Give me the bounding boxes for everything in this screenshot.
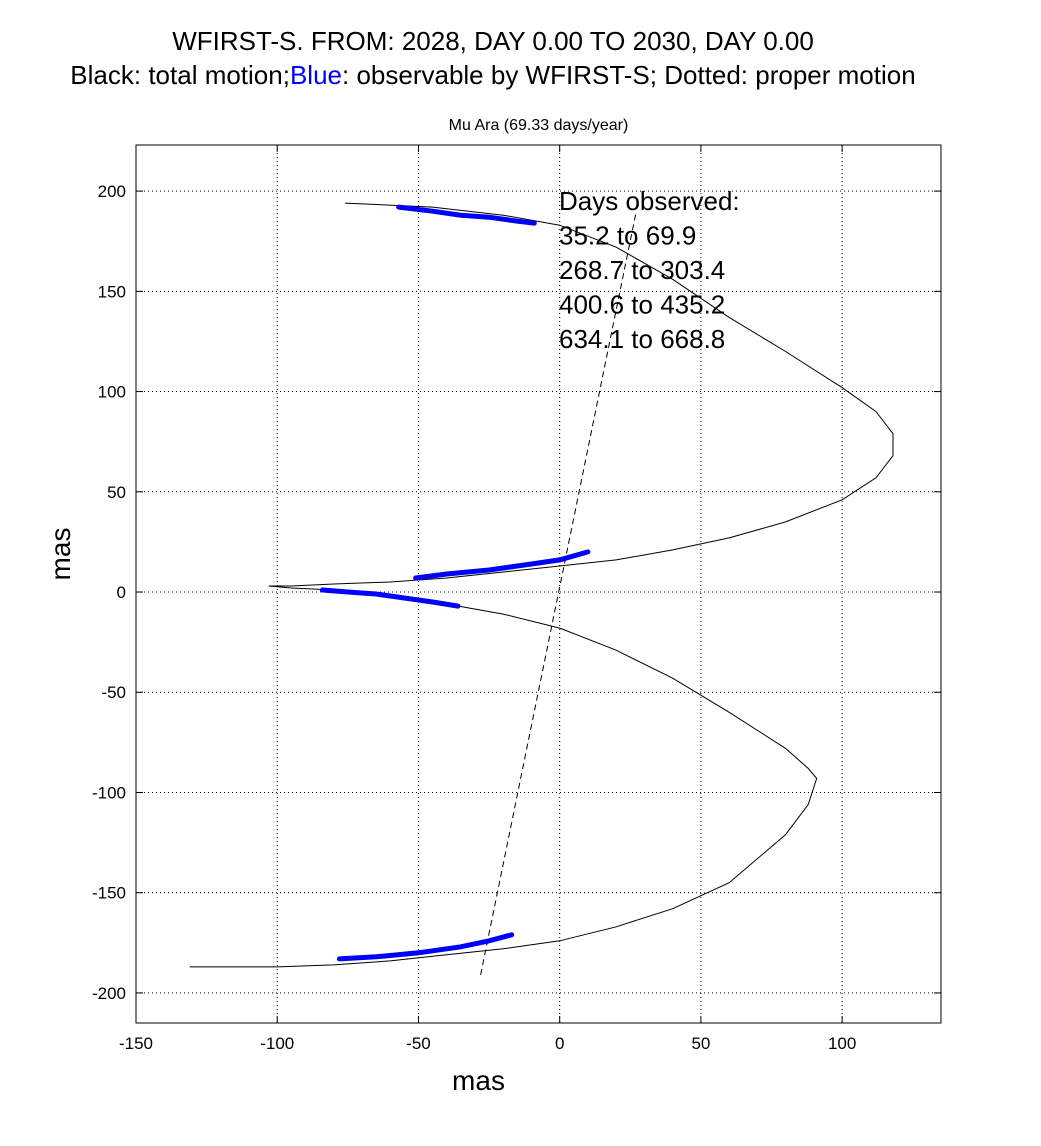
y-tick-label: -100 <box>92 783 126 802</box>
annotation-line: 400.6 to 435.2 <box>559 290 725 320</box>
x-tick-label: 100 <box>828 1034 856 1053</box>
annotation-line: 634.1 to 668.8 <box>559 324 725 354</box>
annotation-line: 268.7 to 303.4 <box>559 255 725 285</box>
annotation-line: 35.2 to 69.9 <box>559 221 696 251</box>
legend-rest-text: : observable by WFIRST-S; Dotted: proper… <box>342 60 916 90</box>
x-tick-label: 0 <box>555 1034 564 1053</box>
x-tick-label: -150 <box>119 1034 153 1053</box>
y-tick-labels: -200 -150 -100 -50 0 50 100 150 200 <box>92 182 126 1003</box>
plot-frame <box>135 144 942 1024</box>
y-tick-label: 0 <box>117 583 126 602</box>
total-motion-line-upper <box>268 202 894 587</box>
y-tick-label: 50 <box>107 483 126 502</box>
y-tick-label: 150 <box>98 282 126 301</box>
y-tick-label: -50 <box>101 683 126 702</box>
observable-segment <box>413 549 591 581</box>
motion-curves <box>189 202 894 975</box>
x-tick-label: -50 <box>406 1034 431 1053</box>
chart-title-line1: WFIRST-S. FROM: 2028, DAY 0.00 TO 2030, … <box>172 26 814 56</box>
legend-black-text: Black: total motion; <box>70 60 290 90</box>
axis-ticks <box>135 145 941 1023</box>
observable-segment <box>336 932 515 962</box>
plot-subtitle: Mu Ara (69.33 days/year) <box>449 117 629 134</box>
grid-lines <box>135 145 941 1023</box>
y-tick-label: -200 <box>92 984 126 1003</box>
legend-blue-text: Blue <box>289 60 342 90</box>
annotation-heading: Days observed: <box>559 186 740 216</box>
y-tick-label: 100 <box>98 383 126 402</box>
y-axis-label: mas <box>45 528 76 581</box>
observable-segment <box>319 587 461 609</box>
x-tick-label: -100 <box>260 1034 294 1053</box>
chart-title-line2: Black: total motion;Blue: observable by … <box>0 60 986 90</box>
x-tick-label: 50 <box>691 1034 710 1053</box>
days-observed-annotation: Days observed: 35.2 to 69.9 268.7 to 303.4… <box>559 186 740 354</box>
total-motion-line-lower <box>189 585 818 968</box>
x-tick-labels: -150 -100 -50 0 50 100 <box>119 1034 856 1053</box>
observable-segment <box>396 204 537 226</box>
x-axis-label: mas <box>452 1065 505 1096</box>
y-tick-label: -150 <box>92 884 126 903</box>
y-tick-label: 200 <box>98 182 126 201</box>
